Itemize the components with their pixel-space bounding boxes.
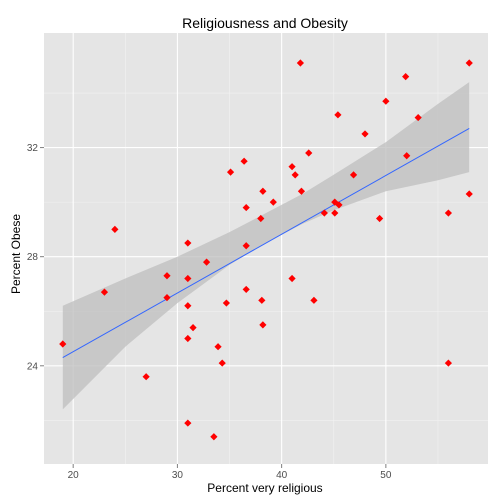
data-point [382,97,390,105]
confidence-band [62,82,470,410]
data-point [184,334,192,343]
x-axis-ticks: 20 30 40 50 [68,464,392,481]
y-tick-label: 24 [27,361,39,372]
y-axis-title: Percent Obese [9,214,23,294]
data-point [163,294,171,302]
data-points [59,59,473,441]
data-point [361,130,369,138]
y-tick-label: 28 [27,252,39,263]
data-point [184,302,192,310]
data-point [242,242,250,250]
x-tick-label: 50 [380,470,392,481]
x-tick-label: 30 [172,470,184,481]
data-point [259,187,267,195]
data-point [214,343,222,351]
data-point [189,324,197,332]
data-point [240,157,248,165]
data-point [296,59,304,67]
data-point [269,198,277,206]
data-point [288,163,296,171]
data-point [184,274,192,283]
x-tick-label: 20 [68,470,80,481]
data-point [59,340,67,348]
data-point [305,149,313,157]
y-axis-ticks: 24 28 32 [27,143,44,372]
data-point [291,171,299,179]
data-point [376,214,384,223]
data-point [403,152,411,160]
data-point [444,209,452,217]
regression-line [62,128,470,359]
data-point [335,201,343,209]
data-point [259,321,267,329]
chart-title: Religiousness and Obesity [182,15,348,31]
x-tick-label: 40 [276,470,288,481]
data-point [210,433,218,441]
data-point [334,111,342,119]
data-point [320,209,328,217]
plot-panel [44,33,488,464]
data-point [414,113,422,122]
data-point [202,258,211,266]
data-point [257,214,265,223]
x-axis-title: Percent very religious [207,481,322,495]
major-grid [44,33,488,464]
data-point [142,373,150,381]
data-point [184,239,192,247]
y-tick-label: 32 [27,143,39,154]
data-point [331,198,339,206]
data-point [163,272,171,280]
data-point [465,190,473,198]
data-point [222,299,230,307]
data-point [444,359,452,367]
data-point [184,419,192,427]
data-point [100,288,109,296]
data-point [111,225,119,234]
data-point [218,359,226,367]
data-point [242,203,250,212]
data-point [297,187,306,195]
data-point [465,59,473,67]
data-point [310,296,318,304]
data-point [331,209,339,217]
data-point [258,296,266,304]
data-point [242,285,250,294]
data-point [349,171,358,179]
data-point [402,73,410,81]
data-point [226,168,235,176]
data-point [288,274,296,283]
